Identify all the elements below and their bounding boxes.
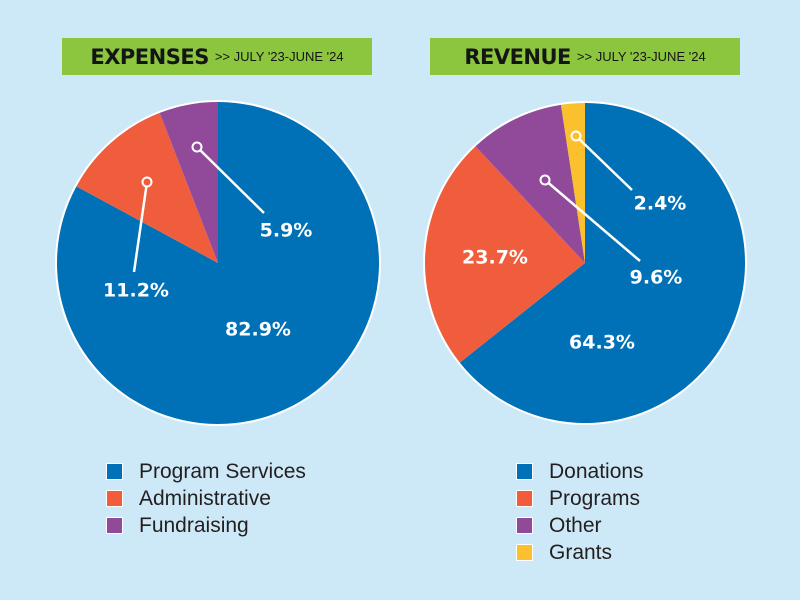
legend-swatch-administrative	[106, 490, 123, 507]
data-label-other: 9.6%	[630, 267, 683, 289]
legend-swatch-program-services	[106, 463, 123, 480]
data-label-fundraising: 5.9%	[260, 220, 313, 242]
data-label-program-services: 82.9%	[225, 319, 291, 341]
legend-item-administrative: Administrative	[106, 485, 306, 512]
leader-line-fundraising	[196, 146, 265, 214]
revenue-period: >> JULY '23-JUNE '24	[576, 49, 706, 64]
pie-slice-fundraising	[159, 102, 218, 263]
revenue-title: REVENUE	[464, 44, 571, 69]
legend-swatch-donations	[516, 463, 533, 480]
revenue-legend: Donations Programs Other Grants	[516, 458, 644, 566]
data-label-donations: 64.3%	[569, 332, 635, 354]
leader-dot-fundraising	[191, 141, 203, 153]
legend-item-program-services: Program Services	[106, 458, 306, 485]
legend-swatch-other	[516, 517, 533, 534]
legend-item-donations: Donations	[516, 458, 644, 485]
legend-item-programs: Programs	[516, 485, 644, 512]
pie-slice-grants	[560, 103, 585, 263]
expenses-legend: Program Services Administrative Fundrais…	[106, 458, 306, 539]
legend-item-other: Other	[516, 512, 644, 539]
legend-label-programs: Programs	[549, 486, 641, 510]
expenses-title: EXPENSES	[90, 44, 209, 69]
legend-label-fundraising: Fundraising	[139, 513, 249, 537]
legend-swatch-grants	[516, 544, 533, 561]
leader-dot-other	[539, 174, 551, 186]
legend-swatch-programs	[516, 490, 533, 507]
legend-label-donations: Donations	[549, 459, 644, 483]
data-label-grants: 2.4%	[634, 193, 687, 215]
expenses-title-banner: EXPENSES >> JULY '23-JUNE '24	[62, 38, 372, 75]
revenue-panel: REVENUE >> JULY '23-JUNE '24 64.3% 23.7% 9…	[400, 0, 800, 600]
expenses-period: >> JULY '23-JUNE '24	[214, 49, 344, 64]
legend-label-administrative: Administrative	[139, 486, 271, 510]
data-label-programs: 23.7%	[462, 247, 528, 269]
leader-dot-grants	[570, 130, 582, 142]
legend-swatch-fundraising	[106, 517, 123, 534]
revenue-pie-chart: 64.3% 23.7% 9.6% 2.4%	[423, 101, 747, 425]
legend-label-grants: Grants	[549, 540, 613, 564]
pie-slice-donations	[459, 103, 745, 423]
leader-line-administrative	[132, 181, 149, 273]
legend-label-other: Other	[549, 513, 602, 537]
legend-item-grants: Grants	[516, 539, 644, 566]
pie-slice-programs	[425, 146, 585, 363]
legend-item-fundraising: Fundraising	[106, 512, 306, 539]
expenses-pie-chart: 82.9% 11.2% 5.9%	[55, 100, 381, 426]
data-label-administrative: 11.2%	[103, 280, 169, 302]
expenses-panel: EXPENSES >> JULY '23-JUNE '24 82.9% 11.2%…	[55, 38, 381, 539]
leader-dot-administrative	[141, 176, 153, 188]
leader-line-other	[544, 179, 641, 262]
revenue-title-banner: REVENUE >> JULY '23-JUNE '24	[430, 38, 740, 75]
legend-label-program-services: Program Services	[139, 459, 306, 483]
pie-slice-other	[475, 104, 585, 263]
leader-line-grants	[575, 135, 633, 191]
